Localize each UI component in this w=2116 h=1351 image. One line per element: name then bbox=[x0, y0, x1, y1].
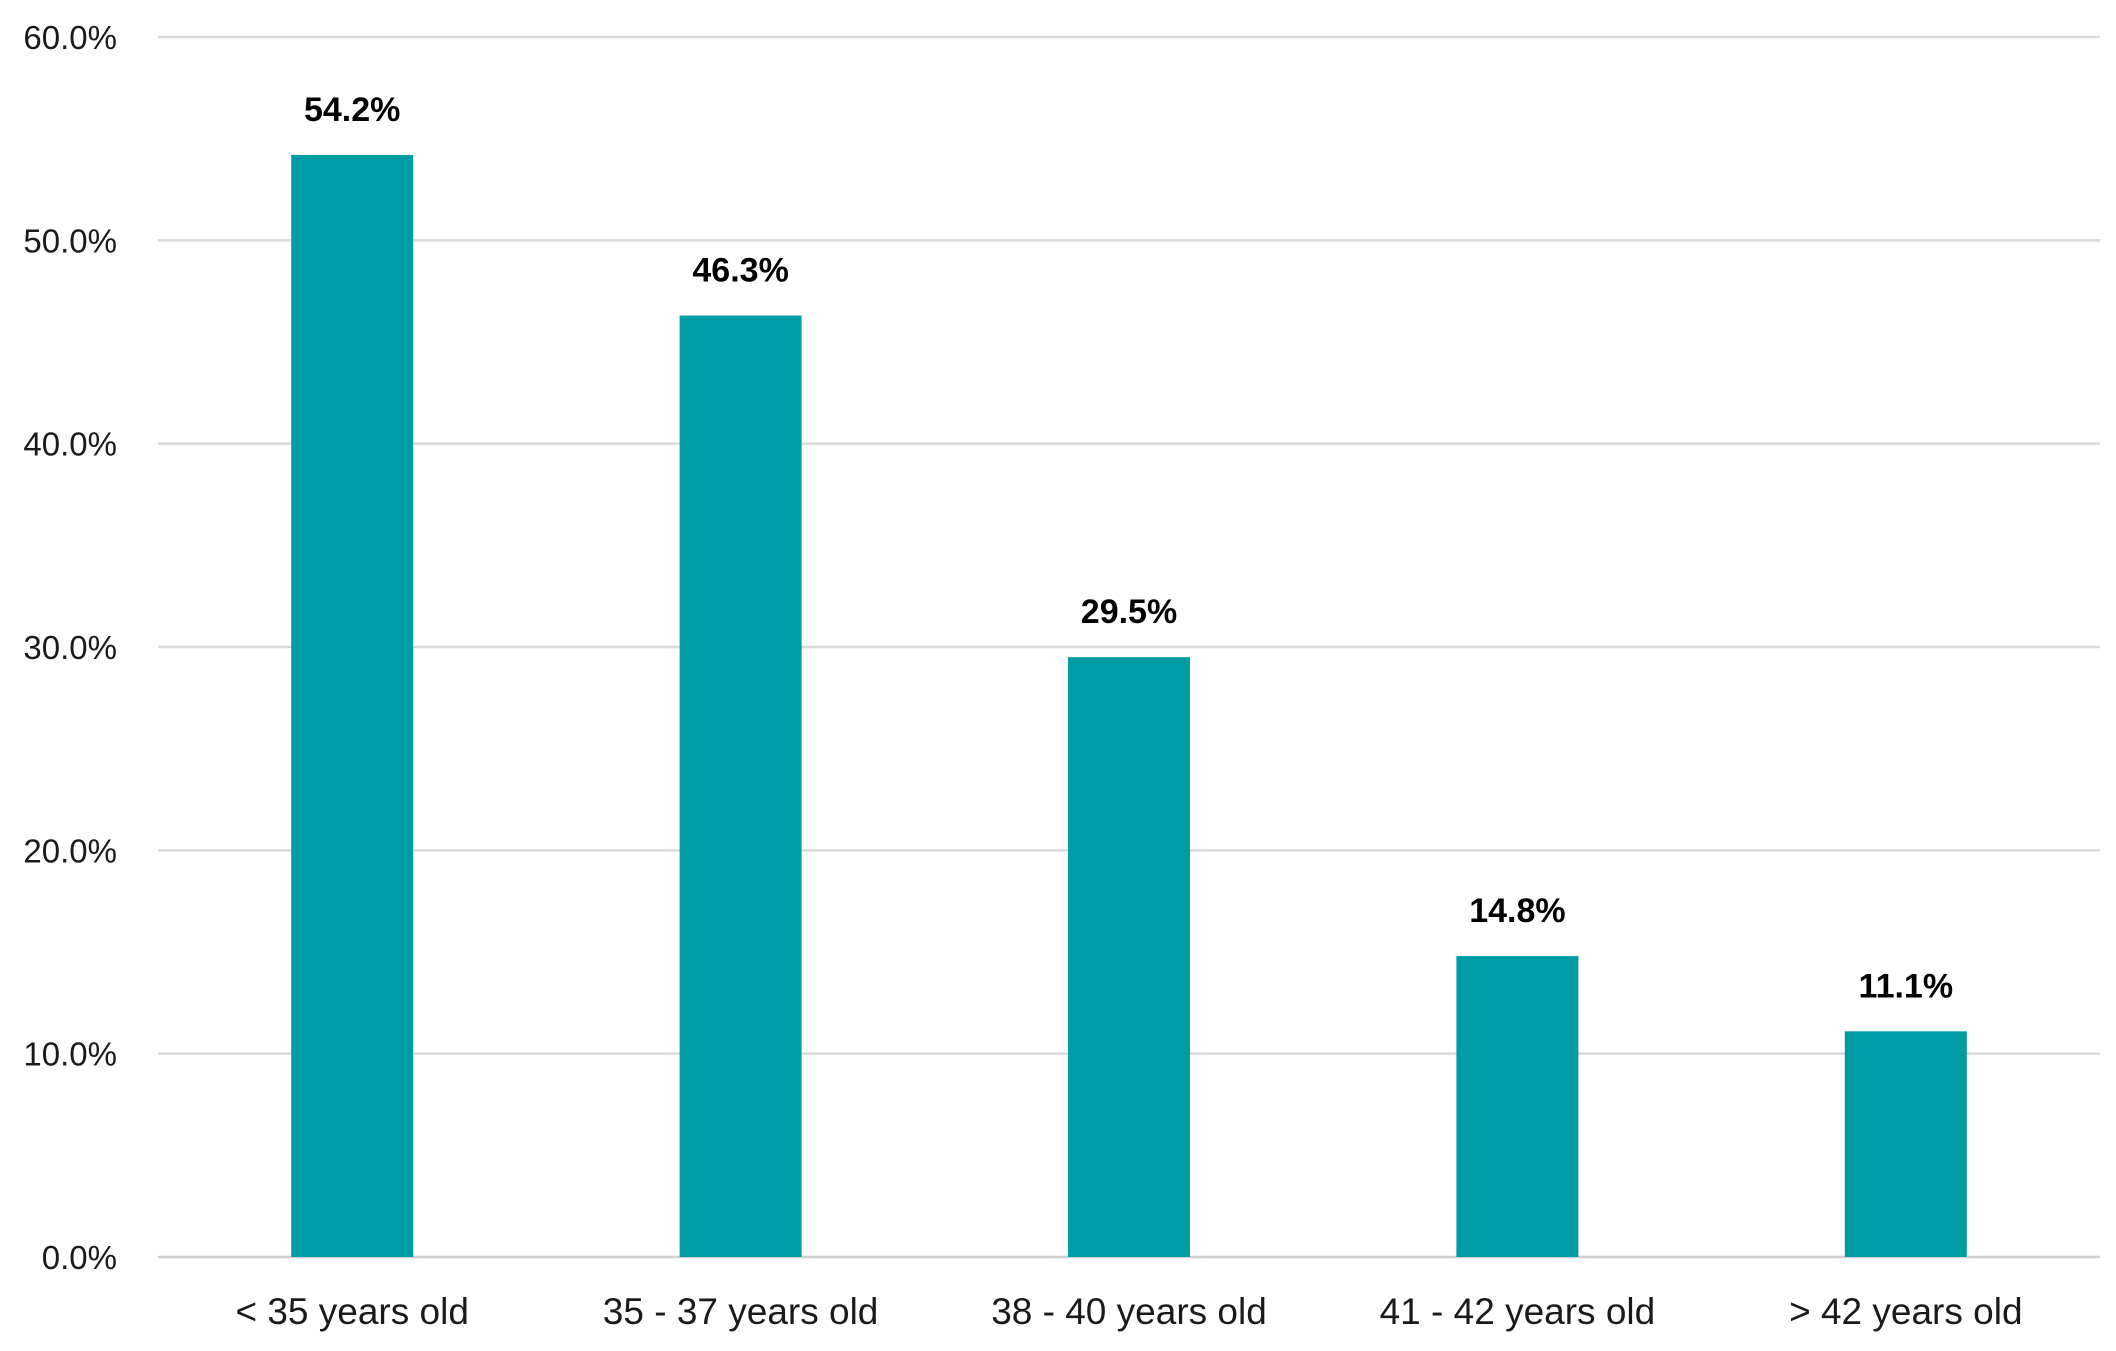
y-axis-tick-labels: 0.0% 10.0% 20.0% 30.0% 40.0% 50.0% 60.0% bbox=[23, 19, 117, 1276]
bar-value-label: 46.3% bbox=[692, 252, 788, 290]
y-tick-label: 20.0% bbox=[23, 832, 117, 869]
y-tick-label: 50.0% bbox=[23, 222, 117, 259]
category-label: 41 - 42 years old bbox=[1380, 1291, 1656, 1332]
bar bbox=[1456, 956, 1579, 1257]
bar bbox=[1844, 1031, 1967, 1257]
bars bbox=[291, 154, 1967, 1258]
category-label: 35 - 37 years old bbox=[603, 1291, 879, 1332]
bar bbox=[1068, 657, 1190, 1257]
bar-value-label: 11.1% bbox=[1859, 967, 1954, 1005]
data-labels: 54.2% 46.3% 29.5% 14.8% 11.1% bbox=[304, 91, 1953, 1005]
bar-value-label: 54.2% bbox=[304, 91, 400, 129]
category-label: 38 - 40 years old bbox=[991, 1291, 1267, 1332]
bar-value-label: 14.8% bbox=[1469, 892, 1565, 930]
y-tick-label: 30.0% bbox=[23, 629, 117, 666]
y-tick-label: 40.0% bbox=[23, 426, 117, 463]
category-label: < 35 years old bbox=[235, 1291, 468, 1332]
y-tick-label: 10.0% bbox=[23, 1036, 117, 1073]
y-tick-label: 60.0% bbox=[23, 19, 117, 56]
y-tick-label: 0.0% bbox=[42, 1239, 117, 1276]
bar-value-label: 29.5% bbox=[1081, 593, 1177, 631]
bar bbox=[679, 315, 802, 1258]
category-label: > 42 years old bbox=[1789, 1291, 2022, 1332]
x-axis-category-labels: < 35 years old 35 - 37 years old 38 - 40 y… bbox=[235, 1291, 2022, 1332]
bar bbox=[291, 154, 414, 1257]
